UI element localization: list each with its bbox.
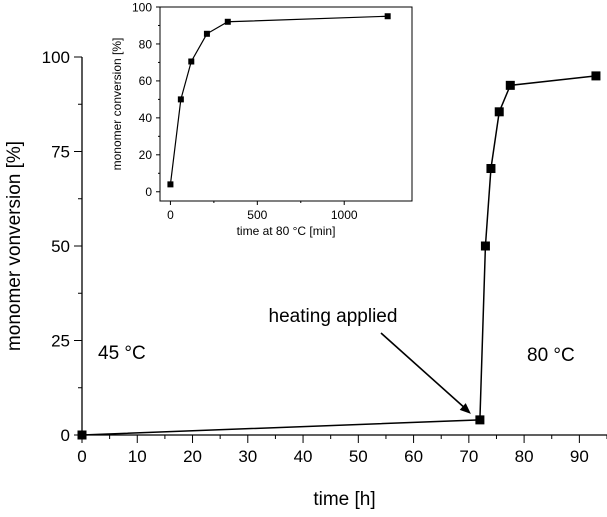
- temperature-80-label: 80 °C: [527, 345, 575, 366]
- data-point: [77, 430, 87, 440]
- x-tick-label: 0: [167, 208, 174, 222]
- temperature-45-label: 45 °C: [98, 343, 146, 364]
- y-tick-label: 20: [139, 148, 153, 162]
- data-point: [177, 96, 184, 103]
- x-tick-label: 1000: [331, 208, 358, 222]
- y-tick-label: 0: [61, 426, 70, 445]
- y-tick-label: 40: [139, 111, 153, 125]
- data-point: [494, 107, 504, 117]
- data-point: [188, 58, 195, 65]
- y-tick-label: 50: [51, 237, 70, 256]
- data-point: [167, 181, 174, 188]
- y-tick-label: 100: [132, 0, 152, 14]
- data-point: [505, 80, 515, 90]
- data-point: [203, 30, 210, 37]
- x-tick-label: 70: [459, 447, 478, 466]
- x-tick-label: 10: [128, 447, 147, 466]
- data-point: [486, 164, 496, 174]
- x-tick-label: 50: [349, 447, 368, 466]
- data-point: [384, 13, 391, 20]
- x-tick-label: 80: [515, 447, 534, 466]
- y-axis-title: monomer vonversion [%]: [4, 141, 25, 351]
- y-axis-title: monomer conversion [%]: [110, 38, 124, 171]
- main-plot: 0 10 20 30 40 50 60 70 80 90 0 25 50 75 100 time [h] mon…: [4, 48, 607, 510]
- data-point: [475, 415, 485, 425]
- x-tick-label: 90: [570, 447, 589, 466]
- x-tick-label: 30: [238, 447, 257, 466]
- y-tick-label: 80: [139, 37, 153, 51]
- x-axis-title: time at 80 °C [min]: [237, 224, 336, 238]
- y-tick-label: 25: [51, 332, 70, 351]
- data-point: [591, 71, 601, 81]
- x-tick-label: 0: [77, 447, 86, 466]
- data-point: [480, 241, 490, 251]
- series-line: [81, 75, 597, 436]
- y-tick-label: 60: [139, 74, 153, 88]
- x-axis-title: time [h]: [313, 489, 375, 510]
- x-tick-label: 20: [183, 447, 202, 466]
- y-tick-label: 100: [42, 48, 70, 67]
- y-tick-label: 0: [145, 185, 152, 199]
- x-tick-label: 60: [404, 447, 423, 466]
- inset-plot: 0 500 1000 0 20 40 60 80 100 time at 80 °C [min] m…: [110, 0, 413, 238]
- data-point: [224, 18, 231, 25]
- heating-arrow-head: [459, 403, 471, 414]
- heating-arrow-shaft: [380, 332, 468, 411]
- y-tick-label: 75: [51, 143, 70, 162]
- x-tick-label: 40: [294, 447, 313, 466]
- plot-frame: [159, 6, 413, 202]
- x-tick-label: 500: [247, 208, 267, 222]
- series-line: [169, 15, 388, 185]
- heating-applied-label: heating applied: [269, 306, 398, 327]
